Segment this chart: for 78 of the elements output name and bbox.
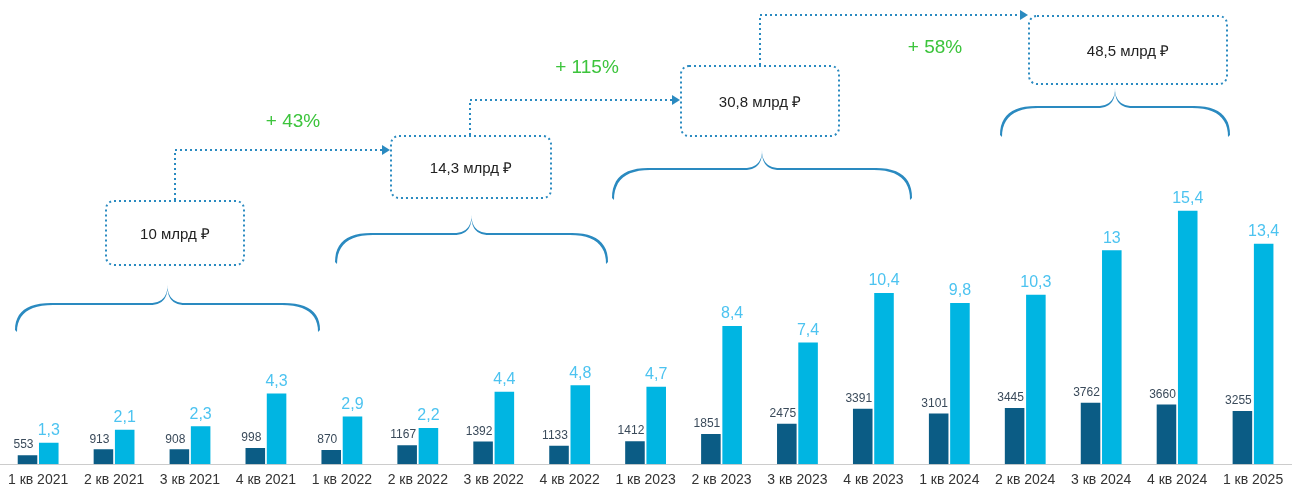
x-tick-label: 2 кв 2024 bbox=[995, 471, 1056, 488]
data-label: 913 bbox=[89, 431, 110, 446]
bar bbox=[1232, 411, 1253, 465]
bar bbox=[625, 441, 645, 465]
x-tick-label: 1 кв 2025 bbox=[1222, 471, 1284, 488]
data-label: 3660 bbox=[1149, 386, 1177, 401]
x-tick-label: 1 кв 2021 bbox=[8, 471, 69, 488]
bar bbox=[190, 426, 211, 465]
data-label: 4,3 bbox=[265, 371, 288, 389]
data-label: 8,4 bbox=[721, 304, 744, 322]
data-label: 1412 bbox=[617, 423, 645, 438]
data-label: 15,4 bbox=[1172, 189, 1204, 207]
data-label: 2,2 bbox=[417, 406, 440, 424]
bar bbox=[549, 445, 569, 465]
data-label: 3762 bbox=[1073, 385, 1101, 400]
data-label: 4,8 bbox=[569, 363, 592, 381]
bar bbox=[1253, 243, 1274, 465]
data-label: 10,4 bbox=[868, 271, 900, 289]
bar bbox=[1156, 404, 1177, 465]
x-tick-label: 2 кв 2022 bbox=[387, 471, 449, 488]
data-label: 4,4 bbox=[493, 370, 516, 388]
data-label: 7,4 bbox=[796, 320, 820, 338]
x-tick-label: 2 кв 2021 bbox=[83, 471, 145, 488]
annotation: + 58% bbox=[907, 36, 963, 58]
data-label: 3101 bbox=[921, 395, 949, 410]
data-label: 908 bbox=[165, 431, 186, 446]
annotation: + 43% bbox=[265, 110, 321, 132]
bar bbox=[874, 293, 894, 465]
x-tick-label: 3 кв 2023 bbox=[767, 471, 828, 488]
bar bbox=[1102, 250, 1122, 465]
data-label: 3255 bbox=[1225, 393, 1253, 408]
x-tick-label: 4 кв 2021 bbox=[235, 471, 297, 488]
data-label: 2,9 bbox=[341, 394, 364, 412]
bar bbox=[245, 447, 266, 465]
bar bbox=[1026, 294, 1046, 465]
bar bbox=[114, 429, 135, 465]
data-label: 4,7 bbox=[645, 365, 668, 383]
bar bbox=[722, 325, 742, 465]
data-label: 9,8 bbox=[948, 281, 972, 299]
x-tick-label: 1 кв 2022 bbox=[311, 471, 373, 488]
x-tick-label: 4 кв 2024 bbox=[1146, 471, 1208, 488]
data-label: 13 bbox=[1102, 228, 1121, 246]
bar bbox=[494, 391, 515, 465]
bar bbox=[38, 442, 59, 465]
data-label: 1392 bbox=[465, 423, 493, 438]
x-tick-label: 1 кв 2024 bbox=[919, 471, 980, 488]
data-label: 553 bbox=[13, 437, 34, 452]
data-label: 1851 bbox=[693, 416, 721, 431]
x-tick-label: 1 кв 2023 bbox=[615, 471, 676, 488]
bar bbox=[928, 413, 949, 465]
data-label: 2475 bbox=[769, 406, 797, 421]
data-label: 998 bbox=[241, 430, 262, 445]
x-tick-label: 3 кв 2024 bbox=[1071, 471, 1132, 488]
data-label: 13,4 bbox=[1248, 222, 1280, 240]
bar bbox=[950, 302, 970, 465]
data-label: 3445 bbox=[997, 390, 1025, 405]
bar bbox=[1080, 402, 1101, 465]
data-label: 3391 bbox=[845, 391, 873, 406]
annotation: + 115% bbox=[555, 56, 619, 78]
data-label: 1,3 bbox=[37, 421, 60, 439]
bar bbox=[646, 386, 666, 465]
data-label: 2,3 bbox=[189, 404, 212, 422]
x-tick-label: 3 кв 2021 bbox=[159, 471, 221, 488]
bar bbox=[701, 433, 721, 465]
x-tick-label: 2 кв 2023 bbox=[691, 471, 752, 488]
x-tick-label: 4 кв 2022 bbox=[539, 471, 600, 488]
bar bbox=[1177, 210, 1198, 465]
data-label: 870 bbox=[317, 432, 338, 447]
bar bbox=[570, 385, 591, 465]
data-label: 2,1 bbox=[113, 408, 136, 426]
bar bbox=[342, 416, 363, 465]
bar bbox=[798, 342, 818, 465]
data-label: 10,3 bbox=[1020, 273, 1052, 291]
x-tick-label: 3 кв 2022 bbox=[463, 471, 525, 488]
data-label: 1133 bbox=[542, 428, 569, 443]
x-tick-label: 4 кв 2023 bbox=[843, 471, 904, 488]
bar bbox=[266, 393, 287, 465]
data-label: 1167 bbox=[390, 427, 417, 442]
